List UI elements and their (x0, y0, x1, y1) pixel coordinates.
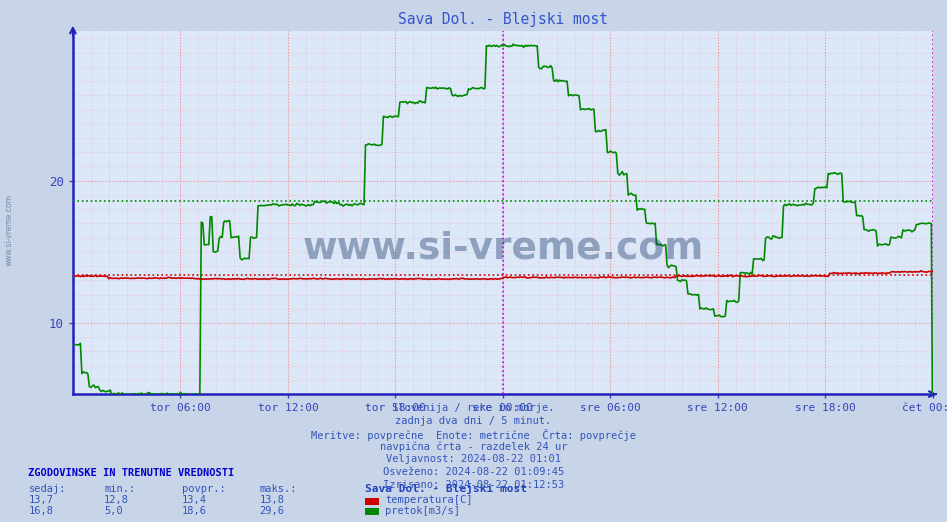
Text: temperatura[C]: temperatura[C] (385, 495, 473, 505)
Text: 13,4: 13,4 (182, 495, 206, 505)
Text: maks.:: maks.: (259, 484, 297, 494)
Text: 12,8: 12,8 (104, 495, 129, 505)
Text: povpr.:: povpr.: (182, 484, 225, 494)
Text: Veljavnost: 2024-08-22 01:01: Veljavnost: 2024-08-22 01:01 (386, 454, 561, 464)
Text: pretok[m3/s]: pretok[m3/s] (385, 506, 460, 516)
Text: www.si-vreme.com: www.si-vreme.com (302, 231, 704, 267)
Text: zadnja dva dni / 5 minut.: zadnja dva dni / 5 minut. (396, 416, 551, 426)
Text: 18,6: 18,6 (182, 506, 206, 516)
Text: Izrisano: 2024-08-22 01:12:53: Izrisano: 2024-08-22 01:12:53 (383, 480, 564, 490)
Text: 29,6: 29,6 (259, 506, 284, 516)
Text: navpična črta - razdelek 24 ur: navpična črta - razdelek 24 ur (380, 442, 567, 452)
Text: sedaj:: sedaj: (28, 484, 66, 494)
Text: ZGODOVINSKE IN TRENUTNE VREDNOSTI: ZGODOVINSKE IN TRENUTNE VREDNOSTI (28, 468, 235, 478)
Text: min.:: min.: (104, 484, 135, 494)
Text: 13,7: 13,7 (28, 495, 53, 505)
Text: 5,0: 5,0 (104, 506, 123, 516)
Text: Sava Dol. - Blejski most: Sava Dol. - Blejski most (365, 483, 527, 494)
Text: Meritve: povprečne  Enote: metrične  Črta: povprečje: Meritve: povprečne Enote: metrične Črta:… (311, 429, 636, 441)
Text: 16,8: 16,8 (28, 506, 53, 516)
Text: Osveženo: 2024-08-22 01:09:45: Osveženo: 2024-08-22 01:09:45 (383, 467, 564, 477)
Text: 13,8: 13,8 (259, 495, 284, 505)
Text: Slovenija / reke in morje.: Slovenija / reke in morje. (392, 403, 555, 413)
Text: www.si-vreme.com: www.si-vreme.com (5, 194, 14, 266)
Title: Sava Dol. - Blejski most: Sava Dol. - Blejski most (398, 13, 608, 27)
